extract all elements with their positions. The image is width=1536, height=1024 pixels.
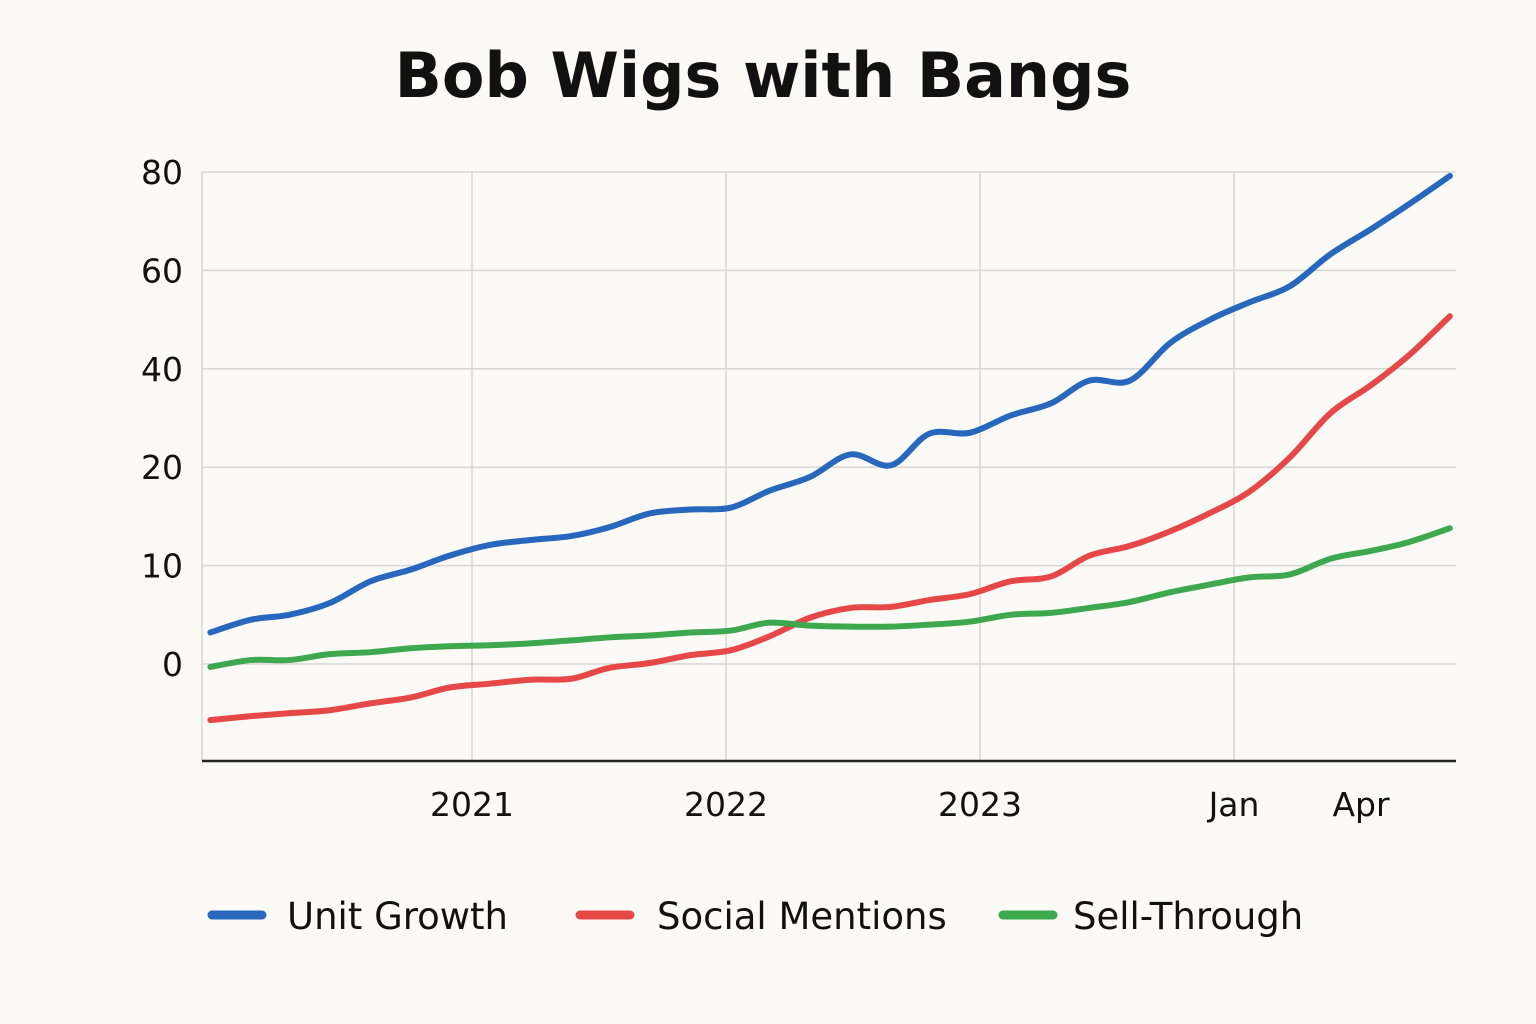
series-line-sell-through <box>207 525 1453 670</box>
y-tick-label: 0 <box>162 645 183 684</box>
series-line-social-mentions <box>207 313 1453 724</box>
x-tick-label: 2022 <box>684 785 768 824</box>
legend-label: Social Mentions <box>657 895 947 938</box>
legend-label: Unit Growth <box>287 895 508 938</box>
legend-label: Sell-Through <box>1073 895 1303 938</box>
y-tick-label: 80 <box>141 153 183 192</box>
series-line-unit-growth <box>207 172 1453 636</box>
series-lines <box>207 172 1453 724</box>
chart-title: Bob Wigs with Bangs <box>395 39 1132 112</box>
y-tick-label: 10 <box>141 547 183 586</box>
legend: Unit Growth Social Mentions Sell-Through <box>207 895 1303 938</box>
y-axis-ticks: 0 10 20 40 60 80 <box>141 153 183 684</box>
y-tick-label: 20 <box>141 448 183 487</box>
x-axis-ticks: 2021 2022 2023 Jan Apr <box>430 785 1390 824</box>
grid <box>201 171 1456 763</box>
y-tick-label: 60 <box>141 251 183 290</box>
x-tick-label: 2023 <box>938 785 1022 824</box>
x-tick-label: Jan <box>1207 785 1260 824</box>
y-tick-label: 40 <box>141 350 183 389</box>
x-tick-label: 2021 <box>430 785 514 824</box>
x-tick-label: Apr <box>1332 785 1390 824</box>
